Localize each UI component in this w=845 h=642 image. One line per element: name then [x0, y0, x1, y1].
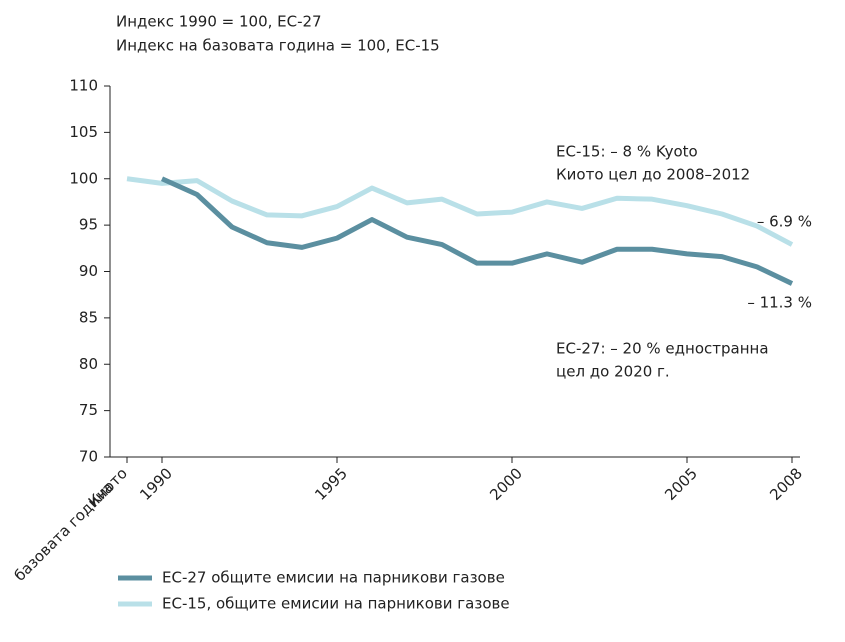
header-line: Индекс 1990 = 100, ЕС-27 — [116, 13, 322, 31]
y-tick-label: 70 — [79, 448, 98, 466]
y-tick-label: 80 — [79, 355, 98, 373]
header-line: Индекс на базовата година = 100, ЕС-15 — [116, 37, 440, 55]
series-line — [126, 176, 794, 247]
y-tick-label: 90 — [79, 262, 98, 280]
legend-label: ЕС-15, общите емисии на парникови газове — [162, 595, 510, 613]
y-tick-label: 95 — [79, 216, 98, 234]
x-tick-label: базовата година — [11, 478, 117, 584]
series-line — [160, 176, 794, 286]
y-tick-label: 85 — [79, 308, 98, 326]
annotation: ЕС-15: – 8 % Kyoto — [556, 143, 698, 161]
annotation: – 6.9 % — [757, 213, 812, 231]
x-tick-label: 2000 — [486, 464, 526, 504]
x-tick-label: 2008 — [766, 464, 806, 504]
y-tick-label: 75 — [79, 401, 98, 419]
x-tick-label: 1995 — [311, 464, 351, 504]
x-tick-label: 1990 — [136, 464, 176, 504]
y-tick-label: 105 — [69, 123, 98, 141]
annotation: ЕС-27: – 20 % едностранна — [556, 340, 769, 358]
annotation: Киото цел до 2008–2012 — [556, 166, 750, 184]
legend-label: ЕС-27 общите емисии на парникови газове — [162, 569, 505, 587]
annotation: цел до 2020 г. — [556, 363, 670, 381]
annotation: – 11.3 % — [747, 294, 812, 312]
y-tick-label: 110 — [69, 77, 98, 95]
y-tick-label: 100 — [69, 169, 98, 187]
x-tick-label: 2005 — [661, 464, 701, 504]
